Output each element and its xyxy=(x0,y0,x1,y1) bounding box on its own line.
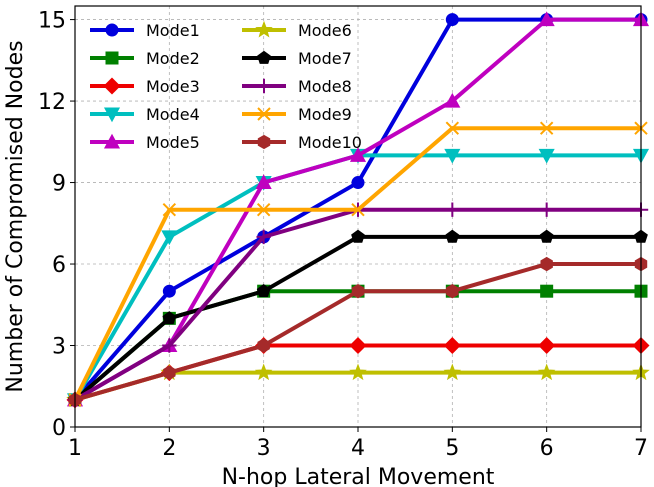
data-point xyxy=(351,229,365,243)
data-point xyxy=(538,337,556,355)
y-axis-title: Number of Compromised Nodes xyxy=(3,40,28,392)
data-point xyxy=(349,337,367,355)
data-point xyxy=(445,121,460,135)
y-tick-label: 12 xyxy=(38,90,66,115)
legend-item-mode1: Mode1 xyxy=(90,21,200,40)
data-point xyxy=(539,121,554,135)
data-point xyxy=(256,203,271,217)
y-tick-label: 0 xyxy=(52,416,66,441)
x-tick-label: 6 xyxy=(540,436,554,461)
data-point xyxy=(254,363,273,381)
y-tick-label: 15 xyxy=(38,9,66,34)
data-point xyxy=(162,338,177,353)
legend-label: Mode2 xyxy=(146,49,200,68)
data-point xyxy=(163,365,176,380)
x-tick-label: 7 xyxy=(634,436,648,461)
x-tick-label: 1 xyxy=(68,436,82,461)
x-tick-label: 3 xyxy=(257,436,271,461)
x-axis-title: N-hop Lateral Movement xyxy=(222,465,495,487)
data-point xyxy=(351,176,365,190)
legend-label: Mode7 xyxy=(298,49,352,68)
legend-swatch-marker xyxy=(105,51,119,65)
data-point xyxy=(446,284,459,299)
data-point xyxy=(351,203,365,217)
data-point xyxy=(443,363,462,381)
data-point xyxy=(255,174,272,190)
data-point xyxy=(349,147,367,162)
x-tick-label: 4 xyxy=(351,436,365,461)
legend-label: Mode9 xyxy=(298,105,352,124)
y-tick-label: 3 xyxy=(52,335,66,360)
legend-item-mode2: Mode2 xyxy=(90,49,200,68)
y-tick-label: 6 xyxy=(52,253,66,278)
data-point xyxy=(161,230,178,246)
legend-swatch-marker xyxy=(103,107,121,123)
legend-swatch-marker xyxy=(256,78,272,94)
data-point xyxy=(256,283,271,298)
legend-item-mode5: Mode5 xyxy=(90,133,200,152)
series-mode7 xyxy=(68,229,648,406)
legend-swatch-marker xyxy=(105,23,119,37)
data-point xyxy=(445,13,459,27)
legend-swatch-marker xyxy=(257,134,271,150)
legend-label: Mode6 xyxy=(298,21,352,40)
x-tick-label: 5 xyxy=(445,436,459,461)
legend-swatch-marker xyxy=(255,20,273,38)
data-point xyxy=(162,311,177,325)
data-point xyxy=(257,338,270,353)
legend-item-mode3: Mode3 xyxy=(90,77,200,96)
legend-item-mode10: Mode10 xyxy=(242,133,362,152)
x-tick-label: 2 xyxy=(162,436,176,461)
legend-label: Mode4 xyxy=(146,105,200,124)
data-point xyxy=(540,256,553,272)
legend-item-mode9: Mode9 xyxy=(242,105,352,124)
data-point xyxy=(443,337,461,355)
data-point xyxy=(349,363,367,381)
data-point xyxy=(444,92,461,108)
data-point xyxy=(445,229,460,243)
data-point xyxy=(445,202,460,217)
data-point xyxy=(351,284,365,299)
legend-label: Mode3 xyxy=(146,77,200,96)
series-mode10 xyxy=(68,256,648,408)
legend-label: Mode5 xyxy=(146,133,200,152)
series-group xyxy=(66,11,650,409)
legend-swatch-marker xyxy=(103,77,121,95)
legend-item-mode8: Mode8 xyxy=(242,77,352,96)
legend-item-mode6: Mode6 xyxy=(242,20,352,40)
data-point xyxy=(444,148,461,164)
data-point xyxy=(539,229,554,243)
y-tick-label: 9 xyxy=(52,172,66,197)
data-point xyxy=(539,202,554,217)
legend-label: Mode10 xyxy=(298,133,362,152)
data-point xyxy=(162,284,176,298)
legend-swatch-marker xyxy=(103,133,121,149)
data-point xyxy=(537,363,556,381)
legend-label: Mode8 xyxy=(298,77,352,96)
data-point xyxy=(538,148,555,164)
legend-swatch-marker xyxy=(257,107,271,121)
data-point xyxy=(256,229,271,245)
legend-item-mode7: Mode7 xyxy=(242,49,352,68)
data-point xyxy=(540,284,554,298)
legend-label: Mode1 xyxy=(146,21,200,40)
data-point xyxy=(538,11,555,27)
legend-swatch-marker xyxy=(257,50,271,64)
legend: Mode1 Mode2 Mode3 Mode4 Mode5 Mode6 Mode7 Mode8… xyxy=(90,20,362,152)
data-point xyxy=(162,203,177,217)
legend-item-mode4: Mode4 xyxy=(90,105,200,124)
